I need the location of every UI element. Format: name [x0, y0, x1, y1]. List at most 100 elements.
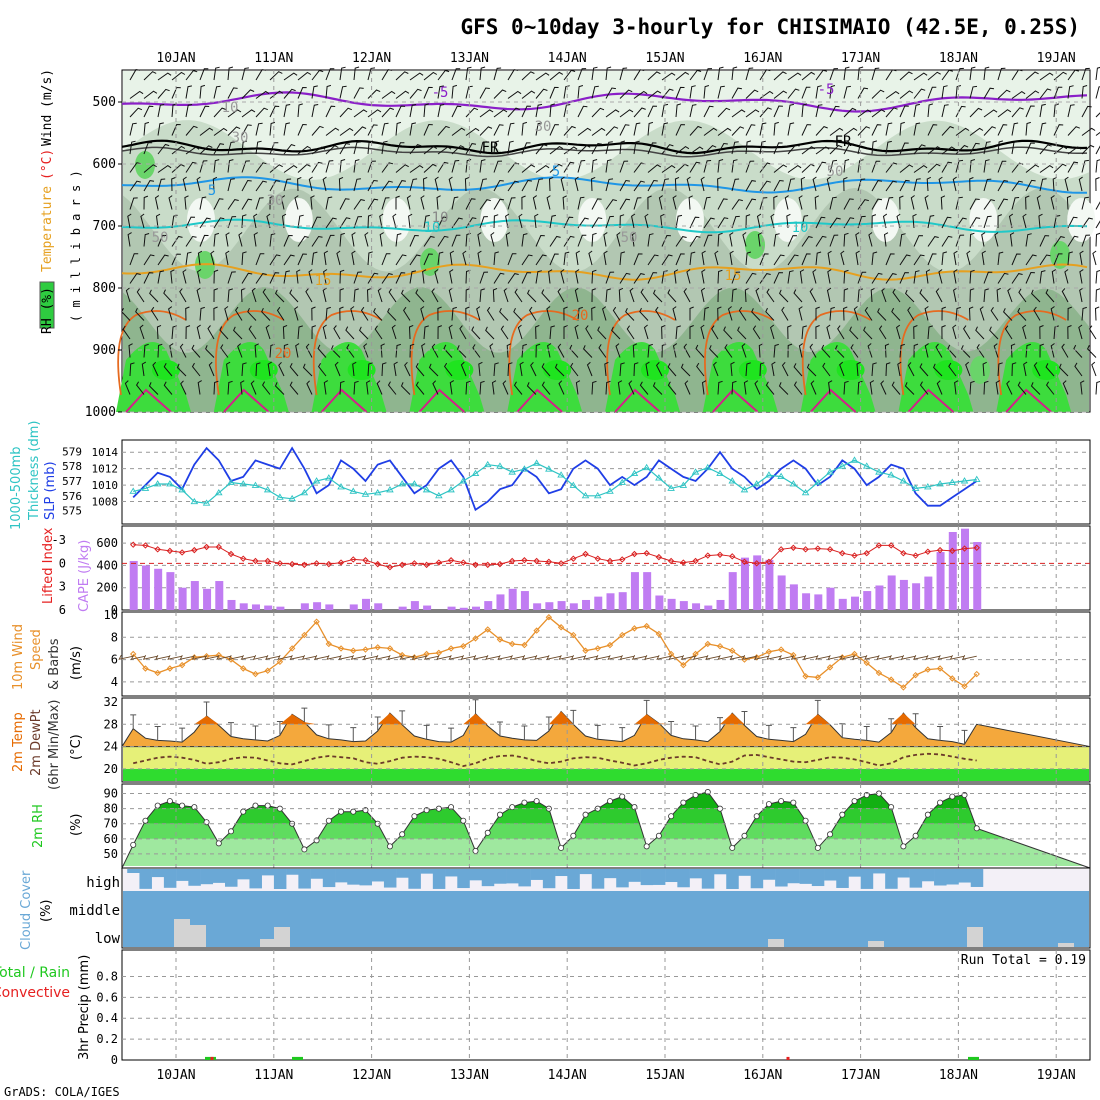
cape-bar — [912, 583, 921, 610]
wind-barb — [742, 232, 747, 247]
wind-barb — [983, 87, 995, 99]
wind-barb — [745, 124, 756, 136]
wind-barb — [535, 254, 547, 266]
minmax-whisker — [790, 727, 797, 742]
wind-barb — [143, 71, 157, 81]
li-tick-label: 0 — [59, 556, 66, 570]
wind-barb — [148, 382, 159, 395]
wind-barb — [880, 380, 887, 395]
wind-barb — [493, 67, 502, 81]
wind-barb — [1053, 253, 1063, 266]
wind-barb — [619, 179, 630, 192]
wind-barb — [521, 233, 528, 247]
thickness-point — [129, 487, 138, 494]
rh-point — [851, 798, 858, 805]
rh-point — [778, 798, 785, 805]
wind-barb — [1091, 361, 1097, 377]
wind-barb — [969, 66, 976, 81]
wind-speed-point — [826, 664, 834, 671]
wind-barb — [899, 254, 911, 266]
wind-barb — [899, 195, 904, 210]
thickness-point — [642, 463, 651, 471]
rh-point — [741, 832, 748, 839]
wind-speed-point — [887, 676, 895, 683]
wind-barb — [196, 287, 201, 303]
minmax-whisker — [619, 727, 626, 742]
wind-barb — [745, 198, 757, 210]
wind-barb — [513, 381, 523, 395]
wind-barb — [717, 66, 724, 81]
wind-barb — [927, 71, 941, 81]
cape-bar — [447, 606, 456, 610]
rh-point — [558, 844, 565, 851]
cloud-high-bar — [445, 869, 458, 877]
wind-barb — [717, 159, 724, 173]
wind-barb — [633, 69, 645, 81]
wind-barb — [269, 164, 283, 173]
contour-20 — [899, 310, 969, 396]
wind-barb — [962, 325, 971, 340]
wind-barb — [241, 140, 248, 155]
wind-barb — [227, 141, 236, 155]
wind-speed-point — [973, 670, 980, 678]
wind-barb — [786, 213, 791, 229]
wind-barb — [339, 127, 354, 136]
wind-barb — [367, 179, 378, 192]
wind-speed-point — [435, 649, 443, 657]
wind-barb — [727, 306, 733, 321]
wind-barb — [996, 287, 1001, 303]
thickness-point — [325, 474, 333, 481]
wind-tick-label: 4 — [111, 675, 118, 689]
cloud-low-bar — [260, 939, 276, 947]
precip-grid — [122, 950, 1090, 1060]
wind-barb — [387, 381, 397, 395]
wind-barb — [521, 272, 532, 284]
wind-barb — [605, 215, 614, 229]
contour-label: 10 — [792, 220, 809, 236]
cape-bar — [618, 592, 627, 610]
wind-barb — [532, 195, 537, 210]
wind-barb — [339, 306, 344, 321]
wind-barb — [619, 251, 626, 266]
thickness-point — [422, 486, 431, 493]
wind-barb — [251, 287, 257, 303]
wind-speed-point — [704, 640, 711, 648]
wind-barb — [787, 88, 800, 99]
wind-barb — [981, 250, 986, 266]
rh-point — [215, 840, 222, 847]
top-date-label: 18JAN — [939, 51, 978, 66]
contour-minus5 — [121, 91, 1088, 113]
wind-barb — [157, 72, 172, 81]
wind-speed-point — [276, 658, 284, 666]
wind-barb — [969, 217, 981, 229]
wind-barb — [353, 66, 360, 81]
wind-barb — [591, 142, 602, 155]
wind-barb — [935, 343, 943, 358]
wind-barb — [834, 345, 845, 358]
wind-barb — [759, 253, 769, 266]
wind-barb — [771, 361, 776, 377]
rh-dry-pocket — [773, 198, 802, 242]
wind-barb — [672, 306, 677, 321]
cloud-panel: high middle low Cloud Cover (%) — [19, 867, 1091, 950]
wind-barb — [395, 164, 409, 173]
wind-barb — [935, 288, 943, 303]
wind-barb — [801, 124, 812, 136]
surface-wind-barb — [582, 655, 598, 660]
cape-bar — [973, 542, 982, 610]
cloud-high-bar — [872, 869, 886, 874]
wind-barb — [333, 325, 341, 340]
wind-barb — [1023, 361, 1028, 377]
wind-barb — [353, 288, 359, 303]
wind-barb — [655, 306, 663, 321]
wind-barb — [395, 180, 406, 192]
wind-barb — [179, 288, 187, 303]
rh-point — [582, 811, 589, 818]
wind-barb — [857, 66, 864, 81]
contour-15 — [121, 263, 1088, 281]
li-point — [460, 559, 467, 566]
wind-barb — [969, 85, 978, 99]
wind-barb — [645, 361, 650, 377]
thickness-tick-label: 578 — [62, 460, 82, 473]
wind-barb — [913, 122, 921, 136]
